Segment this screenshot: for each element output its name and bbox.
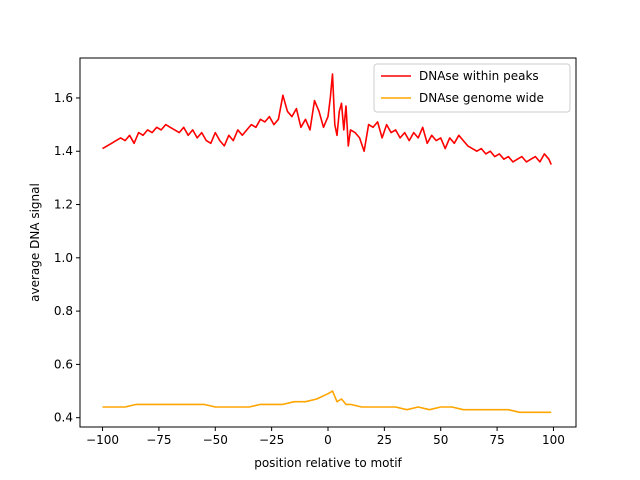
x-axis-ticks: −100 −75 −50 −25 0 25 50 75 100	[86, 427, 565, 447]
series-line-1	[102, 390, 552, 414]
series-line-0	[102, 73, 552, 165]
x-tick-label: −50	[203, 433, 228, 447]
plot-frame	[79, 57, 577, 428]
y-tick-label: 0.4	[54, 411, 73, 425]
x-axis-label: position relative to motif	[254, 456, 402, 470]
x-tick-label: −75	[146, 433, 171, 447]
y-tick-label: 1.6	[54, 91, 73, 105]
y-tick-label: 0.6	[54, 357, 73, 371]
x-tick-label: 100	[542, 433, 565, 447]
legend-label-within-peaks: DNAse within peaks	[419, 69, 539, 83]
x-tick-label: −25	[259, 433, 284, 447]
x-tick-label: 75	[489, 433, 504, 447]
y-tick-label: 1.2	[54, 198, 73, 212]
plot-lines	[102, 73, 552, 414]
y-tick-label: 1.0	[54, 251, 73, 265]
x-tick-label: 25	[377, 433, 392, 447]
y-tick-label: 0.8	[54, 304, 73, 318]
legend-label-genome-wide: DNAse genome wide	[419, 91, 544, 105]
legend: DNAse within peaks DNAse genome wide	[373, 63, 571, 113]
y-axis-label: average DNA signal	[28, 183, 42, 302]
x-tick-label: 50	[433, 433, 448, 447]
x-tick-label: 0	[324, 433, 332, 447]
x-tick-label: −100	[86, 433, 119, 447]
y-axis-ticks: 0.4 0.6 0.8 1.0 1.2 1.4 1.6	[54, 91, 80, 425]
legend-box	[373, 63, 571, 113]
y-tick-label: 1.4	[54, 144, 73, 158]
